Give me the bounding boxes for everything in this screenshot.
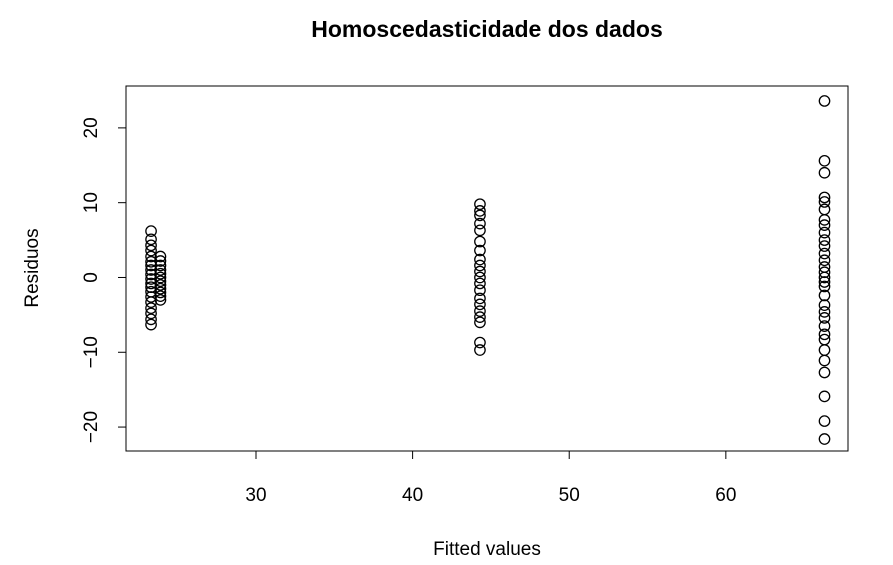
data-point xyxy=(818,203,831,216)
chart-title: Homoscedasticidade dos dados xyxy=(311,16,662,42)
data-point xyxy=(154,264,167,276)
data-point xyxy=(474,217,486,230)
data-point xyxy=(818,320,831,332)
x-axis-label: Fitted values xyxy=(433,539,541,560)
data-point xyxy=(474,209,486,222)
data-point xyxy=(474,259,486,272)
data-point xyxy=(474,253,486,266)
data-point xyxy=(818,390,831,403)
data-point xyxy=(818,240,831,252)
x-tick-label: 60 xyxy=(715,485,736,506)
data-point xyxy=(154,267,167,280)
data-point xyxy=(818,312,831,324)
data-point xyxy=(818,433,831,445)
y-axis: −20 −10 0 10 20 xyxy=(81,117,127,443)
data-point xyxy=(818,95,831,107)
data-point xyxy=(145,318,157,331)
data-point xyxy=(474,235,486,248)
data-point xyxy=(818,166,831,179)
data-point xyxy=(154,279,167,291)
data-point xyxy=(474,336,486,349)
data-point xyxy=(818,219,831,231)
data-point xyxy=(145,244,157,257)
y-tick-label: −20 xyxy=(81,411,102,443)
data-point xyxy=(154,259,167,272)
data-point xyxy=(818,154,831,167)
data-point xyxy=(474,244,486,257)
data-point xyxy=(145,239,157,252)
data-point xyxy=(154,282,167,295)
data-point xyxy=(145,313,157,326)
data-point xyxy=(474,292,486,305)
data-point xyxy=(474,271,486,284)
x-tick-label: 50 xyxy=(559,485,580,506)
data-point xyxy=(154,286,167,299)
y-tick-label: −10 xyxy=(81,336,102,368)
data-point xyxy=(154,271,167,284)
y-tick-label: 20 xyxy=(81,117,102,138)
plot-frame xyxy=(125,85,849,452)
data-point xyxy=(474,316,486,329)
data-point xyxy=(145,307,157,320)
data-point xyxy=(474,311,486,323)
data-point xyxy=(818,247,831,260)
data-point xyxy=(474,284,486,297)
y-axis-label: Residuos xyxy=(22,228,43,307)
data-point xyxy=(474,344,486,356)
data-point xyxy=(474,198,486,211)
data-point xyxy=(474,224,486,237)
data-point xyxy=(818,271,831,284)
data-point xyxy=(818,415,831,427)
data-point xyxy=(145,259,157,272)
x-tick-label: 30 xyxy=(245,485,266,506)
data-point xyxy=(818,254,831,267)
data-point xyxy=(474,265,486,278)
y-tick-label: 0 xyxy=(81,272,102,283)
data-point xyxy=(818,214,831,226)
data-point xyxy=(818,344,831,356)
data-point xyxy=(145,233,157,246)
data-point xyxy=(818,280,831,293)
y-tick-label: 10 xyxy=(81,192,102,213)
x-axis: 30 40 50 60 xyxy=(245,450,736,506)
data-point xyxy=(818,226,831,239)
data-point xyxy=(145,250,157,263)
x-tick-label: 40 xyxy=(402,485,423,506)
data-point xyxy=(818,191,831,204)
data-points xyxy=(145,95,831,445)
data-point xyxy=(818,299,831,311)
data-point xyxy=(818,354,831,367)
data-point xyxy=(145,225,157,237)
data-point xyxy=(818,306,831,318)
data-point xyxy=(474,305,486,317)
data-point xyxy=(474,205,486,217)
data-point xyxy=(474,298,486,311)
data-point xyxy=(818,328,831,341)
data-point xyxy=(818,196,831,208)
data-point xyxy=(154,290,167,303)
data-point xyxy=(818,289,831,302)
data-point xyxy=(474,277,486,290)
data-point xyxy=(154,294,167,306)
data-point xyxy=(818,276,831,288)
data-point xyxy=(818,366,831,379)
data-point xyxy=(154,275,167,288)
data-point xyxy=(145,302,157,314)
data-point xyxy=(154,255,167,267)
data-point xyxy=(818,266,831,279)
data-point xyxy=(818,234,831,246)
data-point xyxy=(154,250,167,263)
